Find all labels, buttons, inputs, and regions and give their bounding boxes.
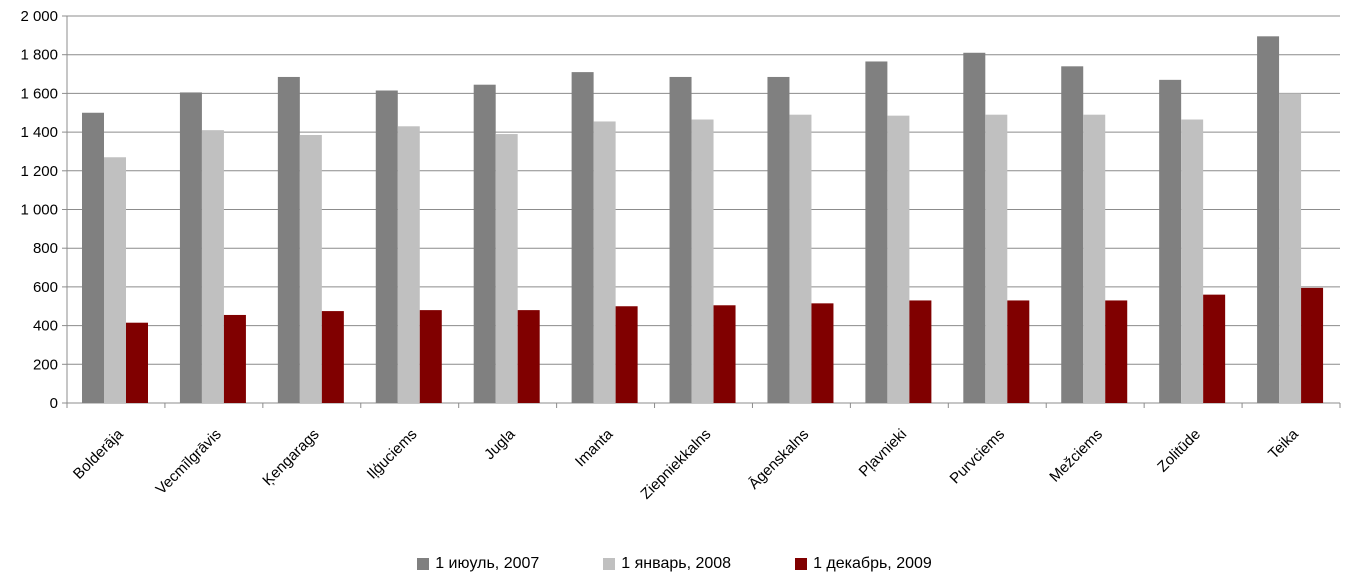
- y-tick-label: 800: [33, 240, 58, 257]
- bar-series-1: [767, 76, 790, 403]
- x-category-label: Imanta: [572, 425, 617, 470]
- bar-series-2: [593, 121, 616, 404]
- x-category-label: Iļģuciems: [364, 426, 421, 483]
- x-category-label: Teika: [1265, 425, 1302, 462]
- x-category-label: Vecmīlgrāvis: [153, 426, 225, 498]
- bar-series-2: [789, 114, 812, 403]
- bar-series-1: [82, 112, 104, 403]
- legend-label-series-2: 1 январь, 2008: [621, 555, 732, 572]
- bar-series-1: [179, 92, 202, 404]
- bar-series-1: [571, 72, 594, 404]
- bar-series-1: [865, 61, 888, 403]
- legend-item-series-2: 1 январь, 2008: [603, 555, 731, 573]
- legend-swatch-series-3: [795, 558, 808, 570]
- x-category-label: Bolderāja: [70, 425, 127, 482]
- bar-series-1: [375, 90, 398, 403]
- bar-series-3: [517, 310, 540, 403]
- bar-series-3: [713, 305, 736, 403]
- legend-label-series-1: 1 июуль, 2007: [435, 555, 540, 572]
- bar-series-2: [887, 115, 910, 403]
- bar-series-1: [1257, 36, 1280, 403]
- x-category-label: Jugla: [481, 425, 519, 463]
- legend: 1 июуль, 2007 1 январь, 2008 1 декабрь, …: [0, 555, 1349, 573]
- bar-series-2: [1279, 93, 1302, 404]
- x-category-label: Pļavnieki: [856, 426, 910, 480]
- y-tick-label: 600: [33, 279, 58, 296]
- bar-series-2: [691, 119, 714, 404]
- bar-series-2: [104, 157, 126, 403]
- bar-series-1: [473, 84, 496, 403]
- y-tick-label: 1 200: [20, 163, 58, 180]
- legend-item-series-3: 1 декабрь, 2009: [795, 555, 932, 573]
- bar-series-3: [1203, 294, 1226, 403]
- y-tick-label: 1 400: [20, 124, 58, 141]
- x-category-label: Ķengarags: [259, 426, 322, 489]
- x-category-label: Purvciems: [947, 426, 1009, 488]
- y-tick-label: 0: [50, 395, 58, 412]
- y-tick-label: 1 000: [20, 202, 58, 219]
- bar-series-2: [1083, 114, 1106, 403]
- bar-series-2: [299, 135, 322, 403]
- bar-series-3: [419, 310, 442, 403]
- legend-swatch-series-2: [603, 558, 616, 570]
- bar-series-3: [321, 311, 344, 403]
- y-tick-label: 400: [33, 318, 58, 335]
- bar-series-3: [615, 306, 638, 403]
- y-tick-label: 2 000: [20, 8, 58, 25]
- bar-series-2: [495, 134, 518, 403]
- bar-series-2: [985, 114, 1008, 403]
- bar-series-3: [909, 300, 932, 403]
- bar-series-3: [126, 322, 148, 403]
- x-category-label: Zolitūde: [1154, 426, 1204, 476]
- bar-series-1: [669, 76, 692, 403]
- x-category-label: Ziepniekkalns: [637, 426, 714, 503]
- bar-series-2: [1181, 119, 1204, 404]
- bar-series-3: [811, 303, 834, 403]
- legend-item-series-1: 1 июуль, 2007: [417, 555, 539, 573]
- bar-series-3: [1105, 300, 1128, 403]
- bar-series-1: [1061, 66, 1084, 403]
- legend-label-series-3: 1 декабрь, 2009: [813, 555, 932, 572]
- bar-series-1: [277, 76, 300, 403]
- x-category-label: Mežciems: [1046, 426, 1106, 486]
- legend-swatch-series-1: [417, 558, 430, 570]
- y-tick-label: 1 600: [20, 85, 58, 102]
- bar-series-2: [397, 126, 420, 404]
- bar-series-2: [201, 130, 224, 404]
- bar-series-3: [1301, 287, 1324, 403]
- bar-series-3: [1007, 300, 1030, 403]
- bar-series-1: [1159, 79, 1182, 403]
- y-tick-label: 200: [33, 356, 58, 373]
- bar-series-1: [963, 52, 986, 403]
- y-tick-label: 1 800: [20, 47, 58, 64]
- x-category-label: Āgenskalns: [745, 426, 812, 493]
- bar-series-3: [223, 314, 246, 403]
